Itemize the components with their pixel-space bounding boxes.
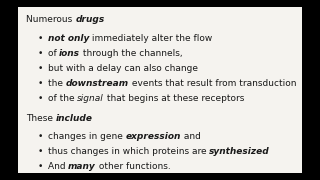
Text: of the: of the: [47, 94, 77, 103]
Text: changes in gene: changes in gene: [47, 132, 125, 141]
Text: many: many: [68, 162, 96, 171]
Text: And: And: [47, 162, 68, 171]
Text: immediately alter the flow: immediately alter the flow: [89, 34, 212, 43]
Text: drugs: drugs: [75, 15, 105, 24]
Text: Numerous: Numerous: [26, 15, 75, 24]
Text: events that result from transduction: events that result from transduction: [129, 79, 296, 88]
Text: downstream: downstream: [65, 79, 129, 88]
Text: •: •: [37, 34, 43, 43]
Text: ions: ions: [59, 49, 80, 58]
Text: through the channels,: through the channels,: [80, 49, 183, 58]
Text: •: •: [37, 79, 43, 88]
Text: •: •: [37, 147, 43, 156]
Text: thus changes in which proteins are: thus changes in which proteins are: [47, 147, 209, 156]
Text: include: include: [56, 114, 93, 123]
Text: not only: not only: [47, 34, 89, 43]
Text: the: the: [47, 79, 65, 88]
Text: •: •: [37, 94, 43, 103]
Text: These: These: [26, 114, 56, 123]
Text: of: of: [47, 49, 59, 58]
Text: that begins at these receptors: that begins at these receptors: [104, 94, 244, 103]
Text: synthesized: synthesized: [209, 147, 270, 156]
Text: other functions.: other functions.: [96, 162, 171, 171]
Text: •: •: [37, 49, 43, 58]
Text: and: and: [180, 132, 201, 141]
Text: •: •: [37, 132, 43, 141]
Text: •: •: [37, 162, 43, 171]
Text: but with a delay can also change: but with a delay can also change: [47, 64, 197, 73]
Text: signal: signal: [77, 94, 104, 103]
Text: expression: expression: [125, 132, 180, 141]
Text: •: •: [37, 64, 43, 73]
